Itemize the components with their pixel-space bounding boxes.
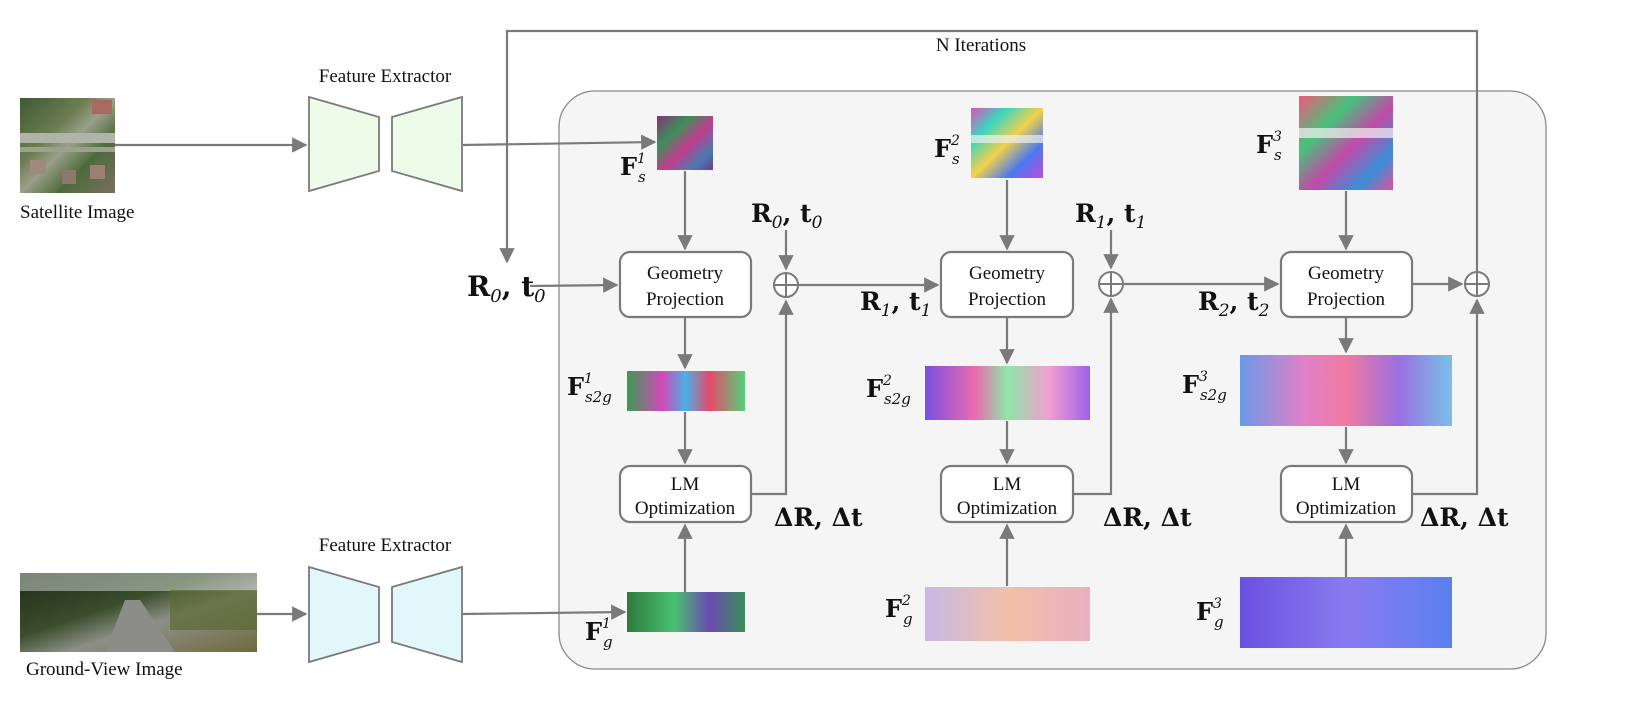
extractor-top-decoder	[391, 95, 463, 193]
extractor-bottom-encoder	[308, 565, 380, 664]
ground-caption: Ground-View Image	[26, 659, 183, 680]
circle-plus-icon	[1464, 271, 1490, 297]
iteration-loop-line	[499, 29, 1479, 282]
fs3-feature-map	[1299, 96, 1393, 190]
svg-text:Projection: Projection	[646, 289, 725, 310]
fg3-feature-map	[1240, 577, 1452, 648]
svg-text:Geometry: Geometry	[1308, 263, 1384, 284]
svg-text:LM: LM	[993, 474, 1022, 495]
fg3-label: F3 g	[1196, 596, 1224, 631]
svg-text:Geometry: Geometry	[969, 263, 1045, 284]
pose-in-label-1: R0, t0	[751, 199, 823, 233]
svg-text:Optimization: Optimization	[957, 498, 1058, 519]
svg-text:Projection: Projection	[1307, 289, 1386, 310]
extractor-top-title: Feature Extractor	[319, 66, 452, 87]
fs2g3-feature-map	[1240, 355, 1452, 426]
fs2g1-label: F1 s2g	[567, 371, 612, 406]
stage-2: F2 s Geometry Projection F2 s2g LM Optimiz…	[866, 108, 1280, 641]
svg-text:Geometry: Geometry	[647, 263, 723, 284]
fs2g2-label: F2 s2g	[866, 373, 911, 408]
svg-text:Optimization: Optimization	[1296, 498, 1397, 519]
pose-in-label-2: R1, t1	[1075, 199, 1146, 233]
delta-label-1: ΔR, Δt	[774, 503, 863, 532]
stage-1: F1 s Geometry Projection F1 s2g LM Optimiz…	[567, 116, 940, 651]
circle-plus-icon	[1098, 271, 1124, 297]
svg-text:LM: LM	[671, 474, 700, 495]
fs2g2-feature-map	[925, 366, 1090, 420]
satellite-image	[20, 98, 115, 193]
fs1-feature-map	[657, 116, 713, 170]
svg-text:LM: LM	[1332, 474, 1361, 495]
fs2g1-feature-map	[627, 371, 745, 411]
extractor-bottom-title: Feature Extractor	[319, 535, 452, 556]
pose-out-label-2: R2, t2	[1198, 287, 1269, 321]
fs3-label: F3 s	[1256, 129, 1282, 164]
extractor-to-fg1-arrow	[462, 604, 627, 620]
delta-label-3: ΔR, Δt	[1420, 503, 1509, 532]
svg-text:Optimization: Optimization	[635, 498, 736, 519]
fs2g3-label: F3 s2g	[1182, 369, 1227, 404]
fs2-label: F2 s	[934, 133, 960, 168]
fg1-feature-map	[627, 592, 745, 632]
circle-plus-icon	[773, 272, 799, 298]
extractor-top-encoder	[308, 95, 380, 193]
initial-pose-label: R0, t0	[467, 270, 546, 307]
extractor-bottom-decoder	[391, 565, 463, 664]
fg2-label: F2 g	[885, 593, 913, 628]
fg1-label: F1 g	[585, 616, 613, 651]
ground-view-image	[20, 573, 257, 652]
extractor-to-fs1-arrow	[462, 134, 657, 150]
iteration-loop-label: N Iterations	[936, 35, 1026, 56]
svg-text:Projection: Projection	[968, 289, 1047, 310]
initial-pose-arrow	[529, 277, 619, 293]
pose-out-label-1: R1, t1	[860, 287, 931, 321]
fs1-label: F1 s	[620, 151, 646, 186]
svg-text:R0, t0: R0, t0	[467, 270, 546, 307]
fg2-feature-map	[925, 587, 1090, 641]
satellite-caption: Satellite Image	[20, 202, 134, 223]
delta-label-2: ΔR, Δt	[1103, 503, 1192, 532]
stage-3: F3 s Geometry Projection F3 s2g LM Optimiz…	[1182, 96, 1509, 648]
